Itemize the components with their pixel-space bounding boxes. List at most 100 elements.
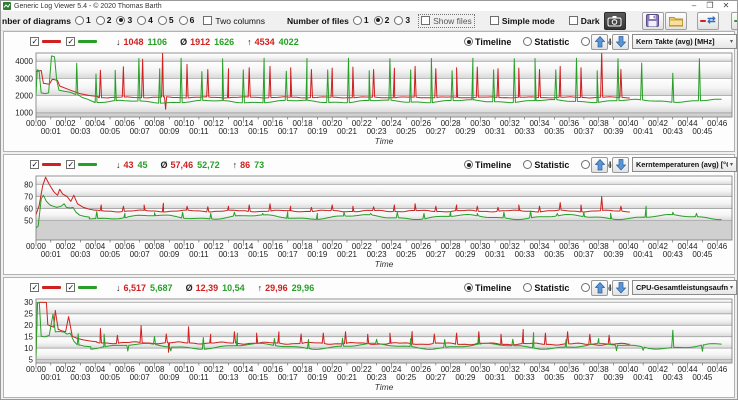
two-columns-box[interactable] (203, 16, 213, 25)
simple-mode-box[interactable] (489, 16, 499, 25)
series1-visible-checkbox[interactable]: ✓ (30, 283, 39, 292)
min-value-file1: 1048 (123, 36, 144, 47)
maximize-button[interactable]: ❐ (706, 1, 714, 10)
svg-text:00:01: 00:01 (41, 373, 62, 382)
show-files-checkbox[interactable]: Show files (418, 13, 475, 28)
svg-text:00:42: 00:42 (648, 365, 669, 374)
svg-text:00:18: 00:18 (293, 119, 314, 128)
svg-text:00:09: 00:09 (159, 127, 180, 136)
svg-text:00:29: 00:29 (455, 250, 476, 259)
svg-text:15: 15 (24, 333, 33, 342)
series2-visible-checkbox[interactable]: ✓ (66, 37, 75, 46)
svg-text:00:30: 00:30 (470, 242, 491, 251)
svg-text:00:43: 00:43 (663, 373, 684, 382)
diagram-count-6[interactable]: 6 (178, 15, 194, 25)
svg-text:00:45: 00:45 (692, 373, 713, 382)
svg-text:00:03: 00:03 (70, 127, 91, 136)
file-count-1[interactable]: 1 (352, 15, 369, 25)
reload-file2-button[interactable]: ⇄ (730, 11, 737, 30)
svg-text:00:05: 00:05 (100, 127, 121, 136)
svg-text:00:23: 00:23 (367, 373, 388, 382)
svg-text:70: 70 (24, 192, 33, 201)
open-button[interactable] (664, 11, 687, 30)
chart-canvas[interactable]: 5101520253000:0000:0100:0200:0300:0400:0… (5, 297, 737, 397)
diagram-count-5[interactable]: 5 (157, 15, 174, 25)
metric-down-button[interactable] (612, 279, 629, 296)
metric-dropdown[interactable]: CPU-Gesamtleistungsaufnahme [W] ▾ (632, 280, 737, 295)
avg-value-file2: 1626 (214, 36, 235, 47)
svg-text:00:08: 00:08 (144, 242, 165, 251)
view-timeline-radio[interactable]: Timeline (464, 160, 511, 170)
min-symbol: ↓ (116, 282, 121, 293)
diagram-count-2[interactable]: 2 (95, 15, 111, 25)
svg-text:00:38: 00:38 (589, 242, 610, 251)
view-timeline-radio[interactable]: Timeline (464, 37, 511, 47)
series1-visible-checkbox[interactable]: ✓ (30, 160, 39, 169)
svg-text:00:46: 00:46 (707, 365, 728, 374)
avg-value-file1: 12,39 (195, 282, 219, 293)
svg-text:00:04: 00:04 (85, 242, 106, 251)
avg-value-file2: 52,72 (197, 159, 220, 170)
svg-text:00:04: 00:04 (85, 365, 106, 374)
svg-text:1000: 1000 (15, 109, 33, 118)
metric-dropdown[interactable]: Kern Takte (avg) [MHz] ▾ (632, 34, 737, 49)
chevron-down-icon: ▾ (729, 285, 733, 291)
metric-down-button[interactable] (612, 156, 629, 173)
svg-text:00:26: 00:26 (411, 242, 432, 251)
min-symbol: ↓ (116, 36, 121, 47)
max-symbol: ↑ (257, 282, 263, 293)
series2-visible-checkbox[interactable]: ✓ (66, 160, 75, 169)
metric-up-button[interactable] (591, 279, 608, 296)
svg-text:00:12: 00:12 (204, 365, 225, 374)
svg-text:2000: 2000 (15, 91, 33, 100)
svg-text:00:00: 00:00 (26, 365, 47, 374)
svg-text:00:37: 00:37 (574, 373, 595, 382)
diagram-count-3[interactable]: 3 (116, 15, 132, 25)
svg-text:00:02: 00:02 (56, 119, 77, 128)
metric-down-button[interactable] (612, 33, 629, 50)
diagram-count-4[interactable]: 4 (137, 15, 153, 25)
screenshot-button[interactable] (603, 11, 626, 30)
view-timeline-radio[interactable]: Timeline (464, 283, 511, 293)
svg-text:Time: Time (375, 136, 394, 146)
save-button[interactable] (641, 11, 664, 30)
chart-canvas[interactable]: 100020003000400000:0000:0100:0200:0300:0… (5, 51, 737, 151)
svg-text:00:21: 00:21 (337, 250, 358, 259)
svg-text:00:12: 00:12 (204, 242, 225, 251)
max-value-file2: 73 (254, 159, 265, 170)
camera-icon (607, 15, 622, 26)
svg-text:00:26: 00:26 (411, 119, 432, 128)
view-statistic-radio[interactable]: Statistic (523, 37, 569, 47)
dark-checkbox[interactable]: Dark (568, 16, 600, 26)
dark-box[interactable] (568, 16, 578, 25)
svg-text:00:14: 00:14 (233, 365, 254, 374)
chart-canvas[interactable]: 5060708000:0000:0100:0200:0300:0400:0500… (5, 174, 737, 274)
avg-value-file1: 1912 (190, 36, 211, 47)
close-button[interactable]: ✕ (722, 1, 730, 10)
two-columns-checkbox[interactable]: Two columns (203, 16, 265, 26)
arrow-up-icon (594, 281, 605, 293)
simple-mode-checkbox[interactable]: Simple mode (489, 16, 555, 26)
metric-dropdown[interactable]: Kerntemperaturen (avg) [°C] ▾ (632, 157, 737, 172)
metric-up-button[interactable] (591, 156, 608, 173)
minimize-button[interactable]: – (691, 1, 697, 10)
arrow-up-icon (594, 35, 605, 47)
svg-text:Time: Time (375, 259, 394, 269)
series2-visible-checkbox[interactable]: ✓ (66, 283, 75, 292)
metric-up-button[interactable] (591, 33, 608, 50)
view-statistic-radio[interactable]: Statistic (523, 283, 569, 293)
svg-text:3000: 3000 (15, 74, 33, 83)
svg-text:00:07: 00:07 (130, 250, 151, 259)
view-statistic-radio[interactable]: Statistic (523, 160, 569, 170)
svg-text:00:44: 00:44 (678, 242, 699, 251)
svg-text:00:35: 00:35 (544, 250, 565, 259)
show-files-box[interactable] (421, 16, 431, 25)
diagram-count-1[interactable]: 1 (74, 15, 91, 25)
svg-text:00:19: 00:19 (307, 250, 328, 259)
svg-text:00:27: 00:27 (426, 250, 447, 259)
reload-file1-button[interactable]: ⇄ (696, 11, 719, 30)
file-count-2[interactable]: 2 (373, 15, 389, 25)
series1-visible-checkbox[interactable]: ✓ (30, 37, 39, 46)
file-count-3[interactable]: 3 (394, 15, 410, 25)
